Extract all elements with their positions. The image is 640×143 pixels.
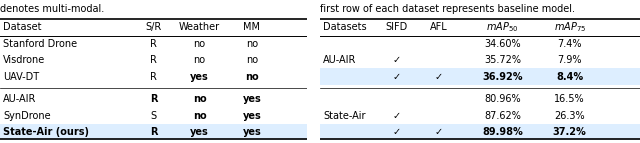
Text: denotes multi-modal.: denotes multi-modal. bbox=[0, 4, 104, 14]
Bar bbox=[0, 124, 307, 140]
Text: yes: yes bbox=[243, 111, 261, 121]
Text: AU-AIR: AU-AIR bbox=[3, 94, 36, 104]
Text: 89.98%: 89.98% bbox=[482, 127, 523, 137]
Text: R: R bbox=[150, 94, 157, 104]
Text: Weather: Weather bbox=[179, 22, 220, 32]
Text: R: R bbox=[150, 72, 157, 82]
Text: yes: yes bbox=[190, 72, 209, 82]
Text: ✓: ✓ bbox=[435, 127, 442, 137]
Text: 7.4%: 7.4% bbox=[557, 39, 582, 49]
Text: 87.62%: 87.62% bbox=[484, 111, 521, 121]
Text: S: S bbox=[150, 111, 157, 121]
Text: MM: MM bbox=[243, 22, 260, 32]
Text: 7.9%: 7.9% bbox=[557, 55, 582, 65]
Text: 36.92%: 36.92% bbox=[482, 72, 523, 82]
Bar bbox=[320, 68, 640, 85]
Text: Stanford Drone: Stanford Drone bbox=[3, 39, 77, 49]
Text: $mAP_{50}$: $mAP_{50}$ bbox=[486, 20, 518, 34]
Text: $mAP_{75}$: $mAP_{75}$ bbox=[554, 20, 586, 34]
Text: 34.60%: 34.60% bbox=[484, 39, 521, 49]
Text: 35.72%: 35.72% bbox=[484, 55, 521, 65]
Text: ✓: ✓ bbox=[393, 72, 401, 82]
Text: R: R bbox=[150, 127, 157, 137]
Text: no: no bbox=[193, 94, 207, 104]
Text: 80.96%: 80.96% bbox=[484, 94, 521, 104]
Text: Dataset: Dataset bbox=[3, 22, 42, 32]
Text: ✓: ✓ bbox=[435, 72, 442, 82]
Text: Datasets: Datasets bbox=[323, 22, 367, 32]
Text: no: no bbox=[245, 72, 259, 82]
Text: yes: yes bbox=[243, 94, 261, 104]
Text: ✓: ✓ bbox=[393, 55, 401, 65]
Text: State-Air (ours): State-Air (ours) bbox=[3, 127, 89, 137]
Text: SIFD: SIFD bbox=[386, 22, 408, 32]
Text: 26.3%: 26.3% bbox=[554, 111, 585, 121]
Text: State-Air: State-Air bbox=[323, 111, 365, 121]
Text: ✓: ✓ bbox=[393, 127, 401, 137]
Text: first row of each dataset represents baseline model.: first row of each dataset represents bas… bbox=[320, 4, 575, 14]
Text: Visdrone: Visdrone bbox=[3, 55, 45, 65]
Text: 16.5%: 16.5% bbox=[554, 94, 585, 104]
Text: yes: yes bbox=[190, 127, 209, 137]
Text: 37.2%: 37.2% bbox=[553, 127, 586, 137]
Text: UAV-DT: UAV-DT bbox=[3, 72, 39, 82]
Text: yes: yes bbox=[243, 127, 261, 137]
Bar bbox=[320, 124, 640, 140]
Text: AFL: AFL bbox=[429, 22, 447, 32]
Text: no: no bbox=[193, 111, 207, 121]
Text: no: no bbox=[194, 55, 205, 65]
Text: R: R bbox=[150, 55, 157, 65]
Text: R: R bbox=[150, 39, 157, 49]
Text: S/R: S/R bbox=[145, 22, 162, 32]
Text: AU-AIR: AU-AIR bbox=[323, 55, 356, 65]
Text: no: no bbox=[246, 55, 258, 65]
Text: 8.4%: 8.4% bbox=[556, 72, 583, 82]
Text: no: no bbox=[246, 39, 258, 49]
Text: SynDrone: SynDrone bbox=[3, 111, 51, 121]
Text: no: no bbox=[194, 39, 205, 49]
Text: ✓: ✓ bbox=[393, 111, 401, 121]
